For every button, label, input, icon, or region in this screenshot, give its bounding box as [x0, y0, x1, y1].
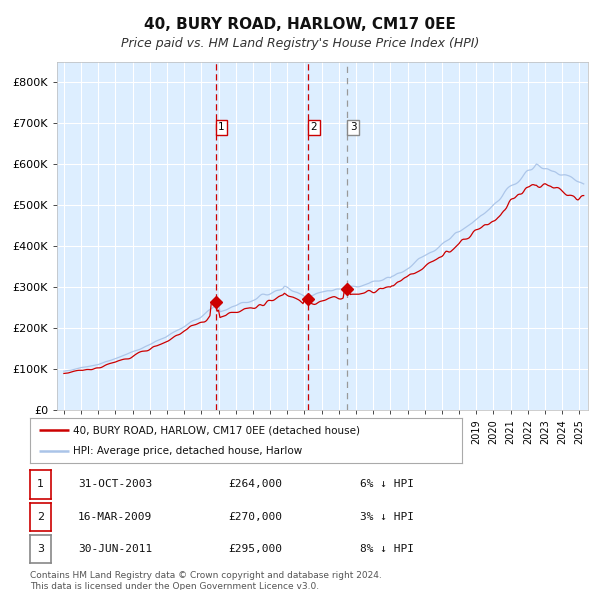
Text: 3: 3: [37, 545, 44, 554]
Text: £270,000: £270,000: [228, 512, 282, 522]
Text: Price paid vs. HM Land Registry's House Price Index (HPI): Price paid vs. HM Land Registry's House …: [121, 37, 479, 50]
Text: 1: 1: [37, 480, 44, 489]
Text: 31-OCT-2003: 31-OCT-2003: [78, 480, 152, 489]
Text: Contains HM Land Registry data © Crown copyright and database right 2024.
This d: Contains HM Land Registry data © Crown c…: [30, 571, 382, 590]
Text: 16-MAR-2009: 16-MAR-2009: [78, 512, 152, 522]
Text: 6% ↓ HPI: 6% ↓ HPI: [360, 480, 414, 489]
Text: 3: 3: [350, 123, 356, 133]
Text: £295,000: £295,000: [228, 545, 282, 554]
Text: 2: 2: [311, 123, 317, 133]
Text: 30-JUN-2011: 30-JUN-2011: [78, 545, 152, 554]
Text: 3% ↓ HPI: 3% ↓ HPI: [360, 512, 414, 522]
Text: 40, BURY ROAD, HARLOW, CM17 0EE: 40, BURY ROAD, HARLOW, CM17 0EE: [144, 17, 456, 31]
Text: 2: 2: [37, 512, 44, 522]
Text: 40, BURY ROAD, HARLOW, CM17 0EE (detached house): 40, BURY ROAD, HARLOW, CM17 0EE (detache…: [73, 425, 360, 435]
Text: 1: 1: [218, 123, 225, 133]
Text: 8% ↓ HPI: 8% ↓ HPI: [360, 545, 414, 554]
Text: HPI: Average price, detached house, Harlow: HPI: Average price, detached house, Harl…: [73, 446, 302, 456]
Text: £264,000: £264,000: [228, 480, 282, 489]
